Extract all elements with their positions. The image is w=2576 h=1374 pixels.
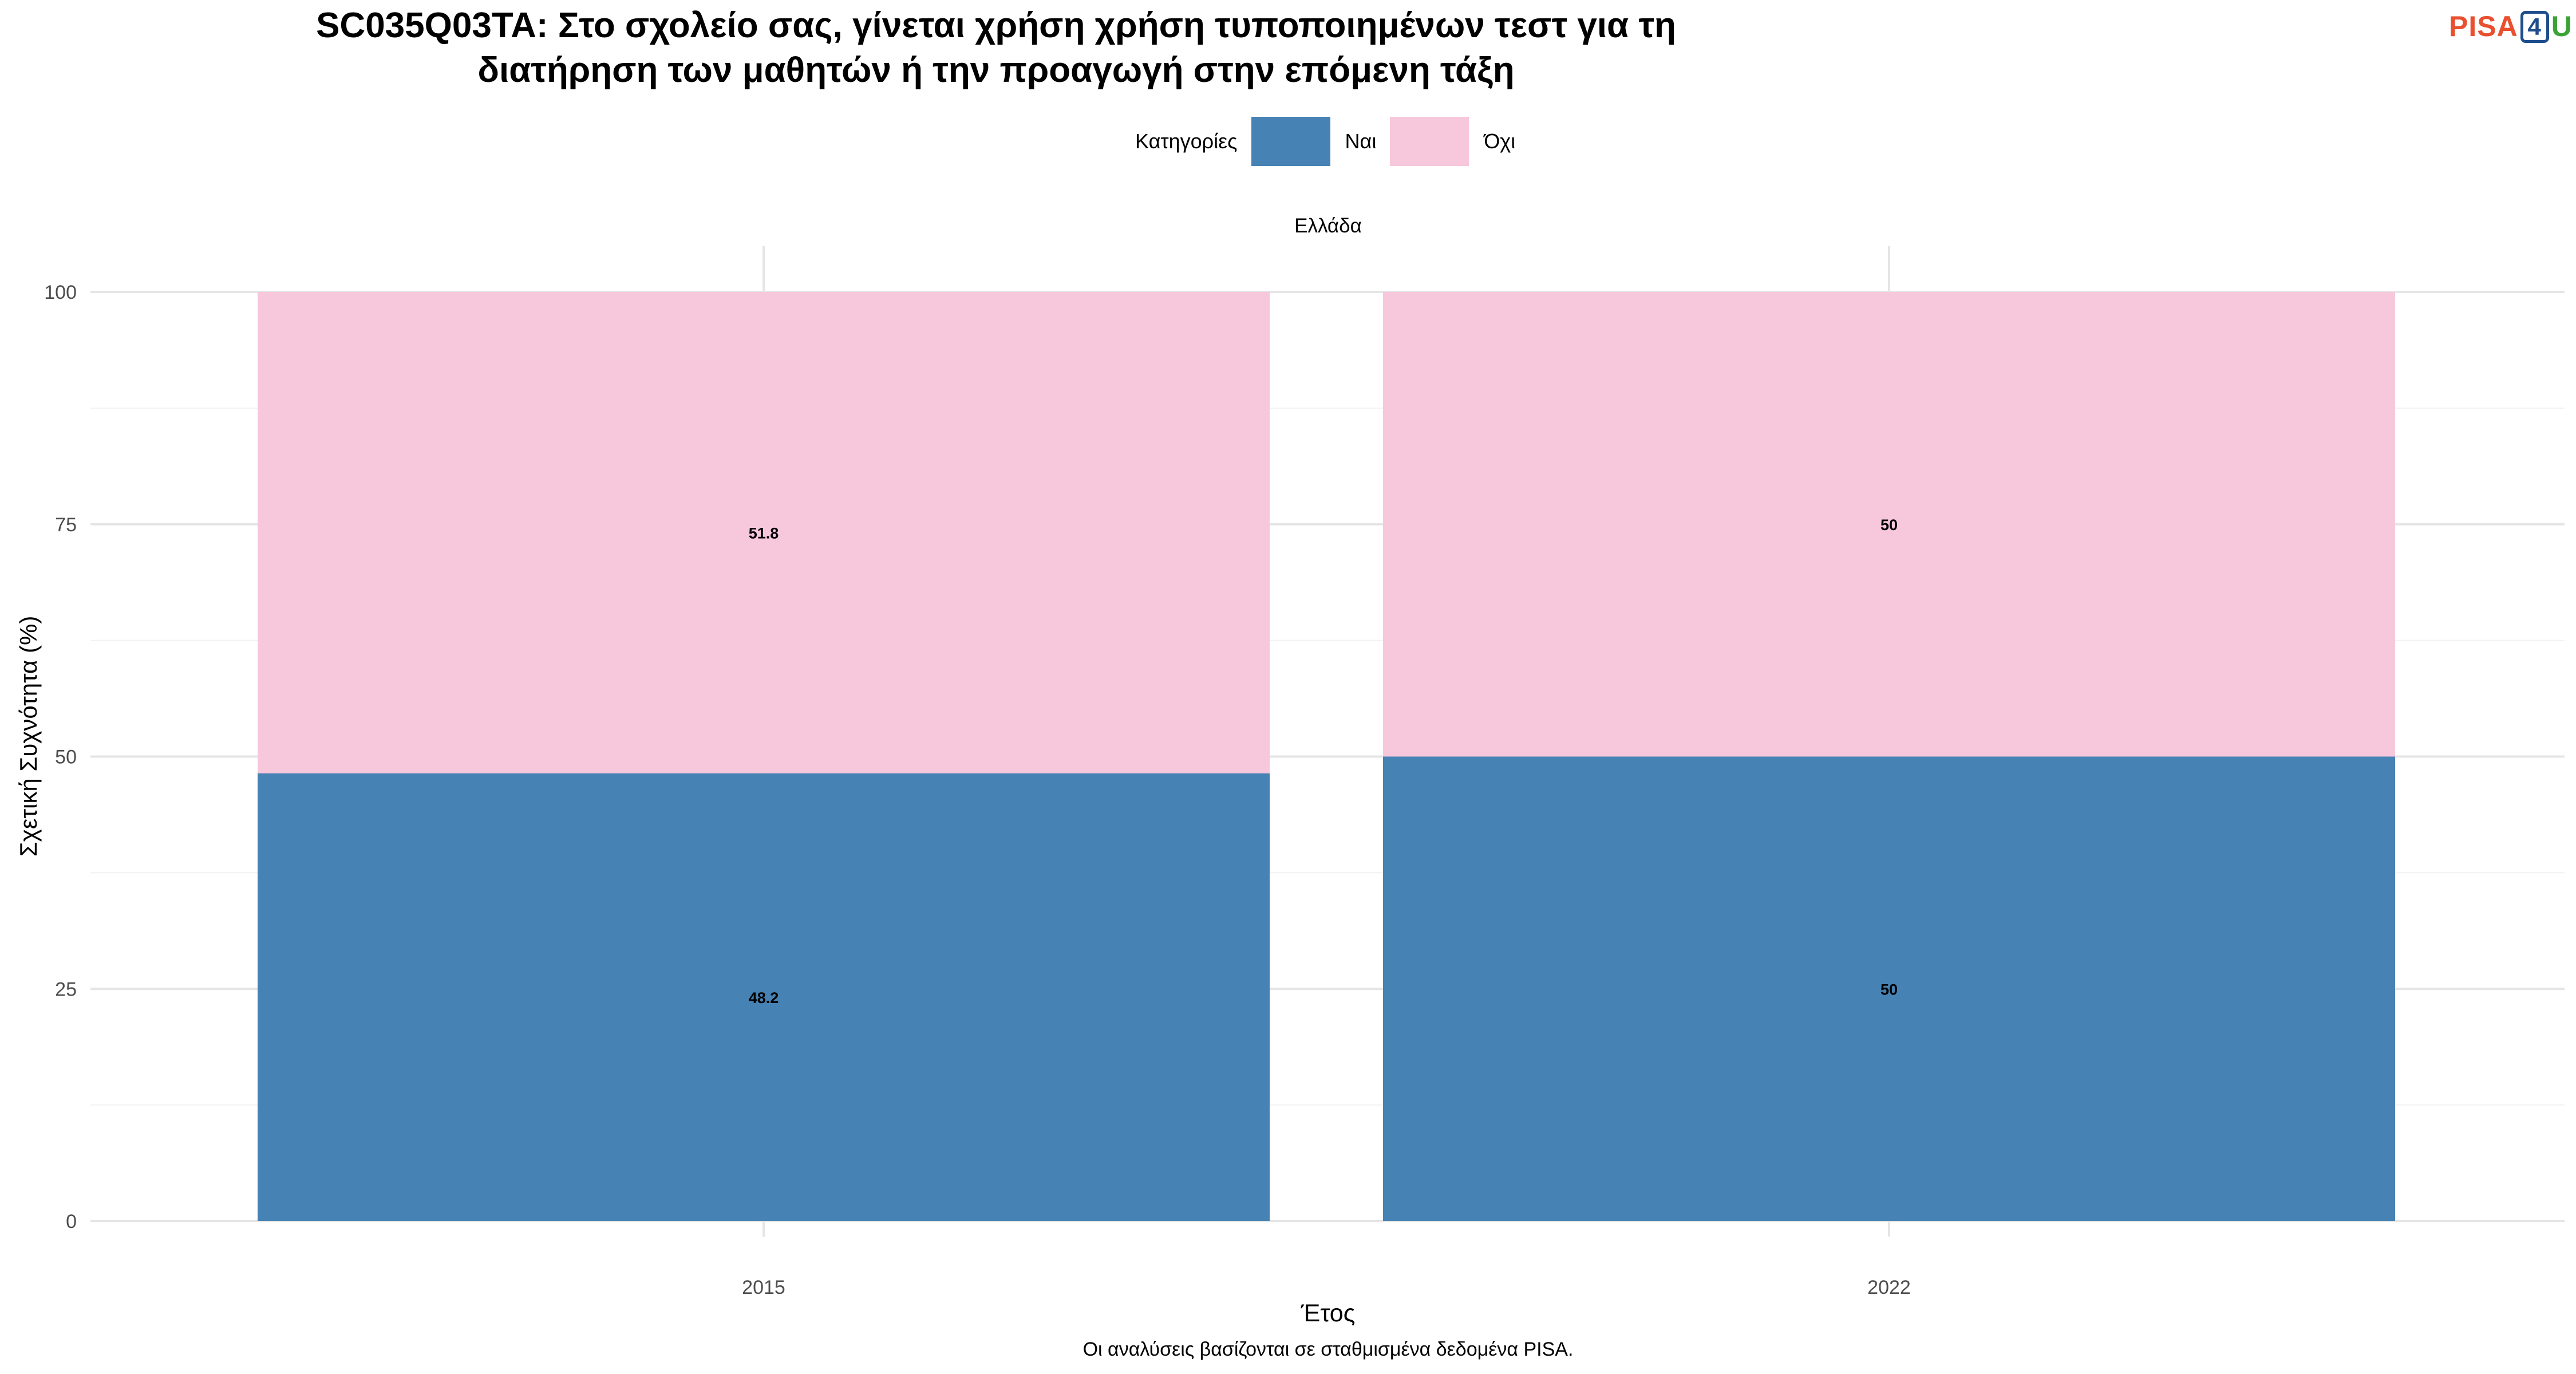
y-tick-label: 25: [55, 978, 77, 1000]
x-tick-label: 2022: [1867, 1277, 1911, 1298]
legend-swatch-no: [1390, 117, 1469, 166]
data-label-2015-no: 51.8: [749, 524, 779, 542]
y-axis-label: Σχετική Συχνότητα (%): [15, 615, 42, 857]
legend: Κατηγορίες Ναι Όχι: [1135, 116, 1529, 167]
legend-label-no: Όχι: [1484, 129, 1516, 153]
caption: Οι αναλύσεις βασίζονται σε σταθμισμένα δ…: [1082, 1339, 1574, 1360]
y-tick-label: 75: [55, 514, 77, 536]
y-tick-label: 50: [55, 747, 77, 768]
logo-text-pisa: PISA: [2449, 10, 2518, 42]
y-tick-label: 100: [44, 282, 77, 303]
data-label-2022-no: 50: [1880, 516, 1898, 534]
bar-2022-yes: [1383, 756, 2395, 1221]
data-label-2022-yes: 50: [1880, 981, 1898, 998]
logo-text-four: 4: [2520, 11, 2549, 43]
x-axis-label: Έτος: [1301, 1300, 1356, 1327]
logo-text-u: U: [2551, 10, 2573, 42]
data-label-2015-yes: 48.2: [749, 989, 779, 1006]
legend-label-yes: Ναι: [1345, 129, 1377, 153]
axis-ticks: 0 25 50 75 100 2015 2022: [44, 282, 1911, 1298]
bar-2015-yes: [258, 773, 1270, 1221]
chart-title-line-2: διατήρηση των μαθητών ή την προαγωγή στη…: [477, 50, 1515, 90]
facet-label: Ελλάδα: [1294, 215, 1362, 237]
y-tick-label: 0: [66, 1211, 77, 1233]
legend-swatch-yes: [1251, 117, 1330, 166]
legend-title: Κατηγορίες: [1135, 129, 1238, 153]
data-labels: 48.2 51.8 50 50: [749, 516, 1898, 1006]
bar-2015-no: [258, 292, 1270, 773]
x-tick-label: 2015: [742, 1277, 785, 1298]
pisa4u-logo: PISA 4 U: [2449, 9, 2573, 44]
chart-title: SC035Q03TA: Στο σχολείο σας, γίνεται χρή…: [0, 3, 1992, 93]
chart-title-line-1: SC035Q03TA: Στο σχολείο σας, γίνεται χρή…: [316, 6, 1676, 45]
bar-2022-no: [1383, 292, 2395, 757]
bars: [258, 292, 2395, 1221]
